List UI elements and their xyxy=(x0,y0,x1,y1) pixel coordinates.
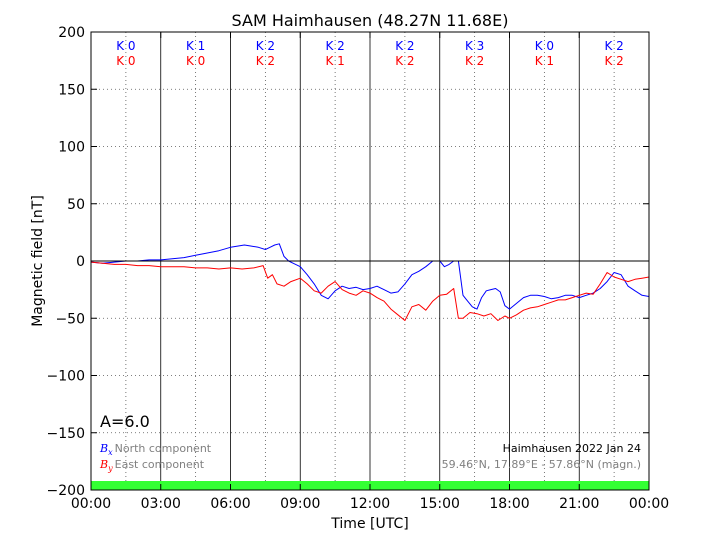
a-index-label: A=6.0 xyxy=(100,412,150,431)
x-tick-label: 21:00 xyxy=(559,496,599,512)
x-tick-label: 09:00 xyxy=(280,496,320,512)
k-index-label-north: K 3 xyxy=(465,39,484,53)
y-tick-label: 200 xyxy=(58,25,85,41)
k-index-label-north: K 1 xyxy=(186,39,205,53)
coords-label: 59.46°N, 17.89°E - 57.86°N (magn.) xyxy=(442,458,641,471)
y-tick-label: −200 xyxy=(47,483,85,499)
tick-layer: −200 −150 −100 −50 0 50 100 150 200 00:00 03:00 06:… xyxy=(47,25,670,512)
y-tick-label: −50 xyxy=(55,311,85,327)
legend-label-east: East component xyxy=(115,458,205,471)
x-tick-label: 18:00 xyxy=(489,496,529,512)
k-index-label-north: K 0 xyxy=(116,39,135,53)
k-index-label-east: K 2 xyxy=(604,54,623,68)
series-line-north xyxy=(90,243,650,310)
k-index-label-north: K 2 xyxy=(604,39,623,53)
x-axis-label: Time [UTC] xyxy=(330,516,408,532)
legend-label-north: North component xyxy=(115,442,212,455)
legend-symbol-east: B xyxy=(99,458,108,471)
k-index-label-north: K 2 xyxy=(256,39,275,53)
y-tick-label: 150 xyxy=(58,82,85,98)
y-tick-label: −150 xyxy=(47,426,85,442)
y-tick-label: −100 xyxy=(47,369,85,385)
station-label: Haimhausen 2022 Jan 24 xyxy=(503,442,641,455)
legend-sub-east: y xyxy=(107,464,113,473)
x-tick-label: 06:00 xyxy=(210,496,250,512)
x-tick-label: 03:00 xyxy=(141,496,181,512)
y-axis-label: Magnetic field [nT] xyxy=(30,195,46,327)
series-line-east xyxy=(90,261,650,321)
x-tick-label: 12:00 xyxy=(350,496,390,512)
k-index-label-east: K 0 xyxy=(116,54,135,68)
y-tick-label: 0 xyxy=(76,254,85,270)
x-tick-label: 00:00 xyxy=(629,496,669,512)
legend-sub-north: x xyxy=(108,448,113,457)
legend-symbol-north: B xyxy=(99,442,108,455)
k-index-label-north: K 2 xyxy=(325,39,344,53)
k-index-label-north: K 2 xyxy=(395,39,414,53)
k-index-label-east: K 2 xyxy=(465,54,484,68)
legend-entry-north: Bx North component xyxy=(99,442,212,457)
k-index-label-east: K 1 xyxy=(325,54,344,68)
series-layer xyxy=(90,243,650,321)
k-index-label-east: K 2 xyxy=(395,54,414,68)
x-tick-label: 00:00 xyxy=(71,496,111,512)
legend-entry-east: By East component xyxy=(99,458,205,473)
x-tick-label: 15:00 xyxy=(420,496,460,512)
y-tick-label: 100 xyxy=(58,140,85,156)
annotation-layer: A=6.0 Bx North component By East component… xyxy=(99,412,641,473)
k-index-label-east: K 1 xyxy=(535,54,554,68)
k-index-label-north: K 0 xyxy=(535,39,554,53)
chart-title: SAM Haimhausen (48.27N 11.68E) xyxy=(232,11,509,30)
k-index-label-east: K 0 xyxy=(186,54,205,68)
k-index-label-east: K 2 xyxy=(256,54,275,68)
y-tick-label: 50 xyxy=(67,197,85,213)
